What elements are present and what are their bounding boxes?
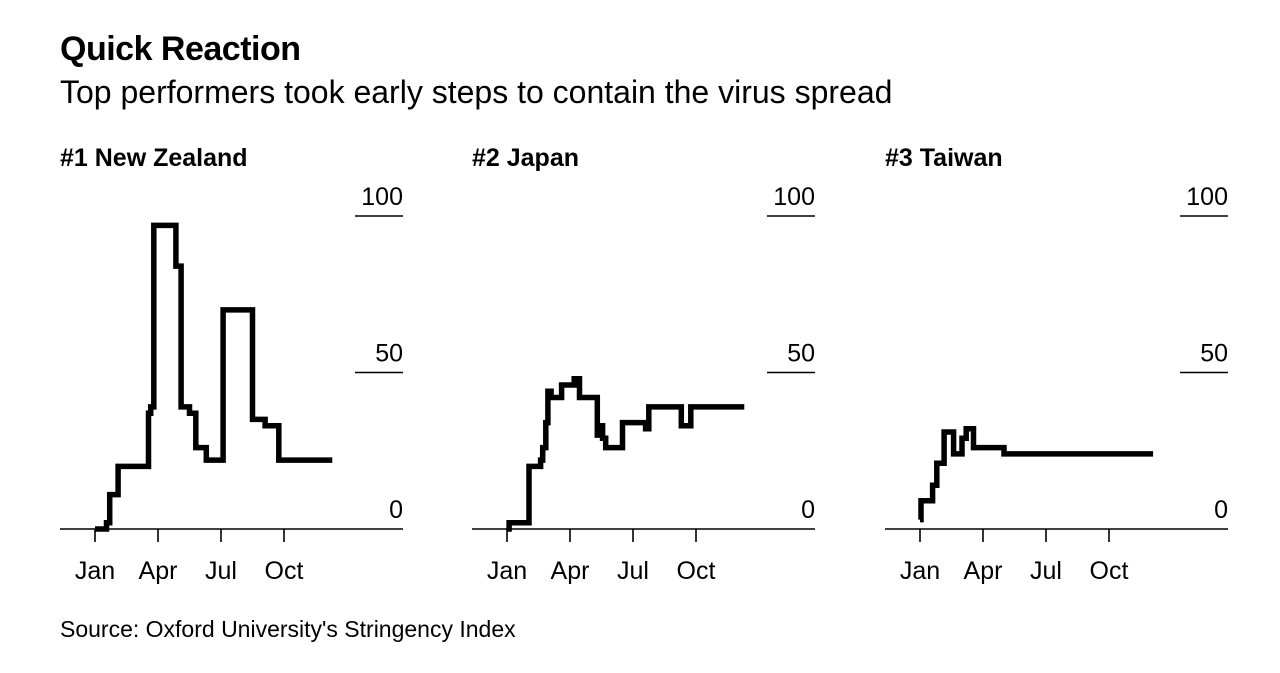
x-tick-label: Jul	[1030, 557, 1062, 585]
series-line	[506, 376, 745, 532]
x-tick-label: Apr	[139, 557, 178, 585]
y-tick-label: 0	[389, 496, 403, 524]
y-tick-label: 50	[375, 340, 403, 368]
x-tick-label: Oct	[677, 557, 716, 585]
chart-title: Quick Reaction	[60, 30, 301, 68]
source-note: Source: Oxford University's Stringency I…	[60, 616, 516, 642]
panel-new-zealand: 100 50 0 Jan Apr Jul Oct #1 New Zealand	[60, 140, 420, 600]
y-tick-label: 50	[787, 340, 815, 368]
x-tick-label: Apr	[964, 557, 1003, 585]
x-tick-label: Jul	[205, 557, 237, 585]
x-tick-label: Oct	[265, 557, 304, 585]
x-tick-label: Apr	[551, 557, 590, 585]
series-line	[95, 222, 333, 532]
y-tick-label: 0	[1214, 496, 1228, 524]
panel-plot: 100 50 0 Jan Apr Jul Oct	[472, 183, 815, 585]
x-tick-label: Oct	[1090, 557, 1129, 585]
y-tick-label: 50	[1200, 340, 1228, 368]
series-line	[918, 426, 1154, 523]
x-tick-label: Jul	[617, 557, 649, 585]
chart-subtitle: Top performers took early steps to conta…	[60, 74, 893, 110]
panel-japan: 100 50 0 Jan Apr Jul Oct #2 Japan	[472, 140, 832, 600]
panel-plot: 100 50 0 Jan Apr Jul Oct	[885, 183, 1228, 585]
y-tick-label: 0	[801, 496, 815, 524]
y-tick-label: 100	[361, 183, 403, 211]
panel-title: #2 Japan	[472, 144, 580, 172]
x-tick-label: Jan	[75, 557, 115, 585]
y-tick-label: 100	[773, 183, 815, 211]
panel-title: #3 Taiwan	[885, 144, 1003, 172]
x-tick-label: Jan	[487, 557, 527, 585]
y-tick-label: 100	[1186, 183, 1228, 211]
panel-title: #1 New Zealand	[60, 144, 248, 172]
panel-taiwan: 100 50 0 Jan Apr Jul Oct #3 Taiwan	[885, 140, 1245, 600]
x-tick-label: Jan	[900, 557, 940, 585]
panel-plot: 100 50 0 Jan Apr Jul Oct	[60, 183, 403, 585]
